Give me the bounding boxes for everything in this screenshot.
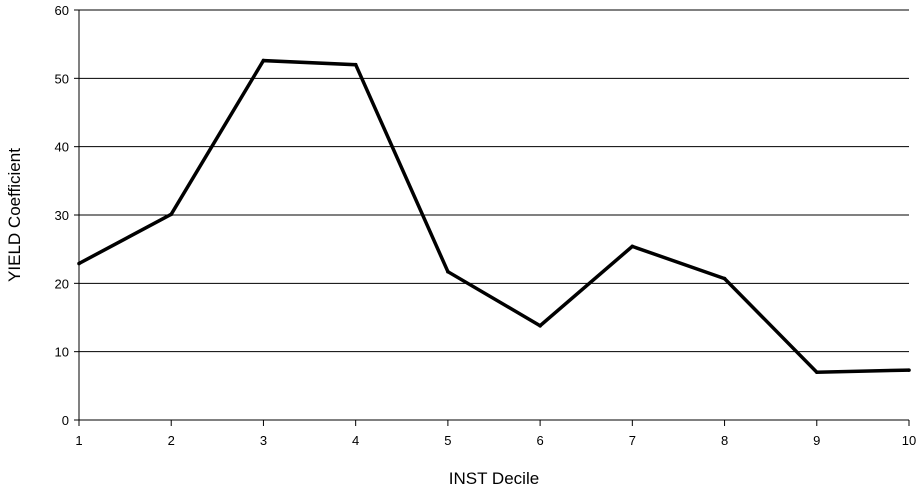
x-tick-label: 6	[536, 433, 543, 448]
x-tick-label: 1	[75, 433, 82, 448]
data-point	[538, 323, 542, 328]
y-tick-label: 50	[55, 71, 69, 86]
data-point	[630, 244, 635, 249]
y-axis-title: YIELD Coefficient	[5, 148, 24, 282]
data-point	[722, 276, 727, 281]
y-tick-label: 0	[62, 413, 69, 428]
data-point	[446, 269, 450, 274]
x-tick-label: 4	[352, 433, 359, 448]
x-tick-label: 3	[260, 433, 267, 448]
series-layer	[77, 58, 911, 374]
y-tick-label: 30	[55, 208, 69, 223]
gridlines	[79, 9, 909, 353]
x-tick-label: 8	[721, 433, 728, 448]
series-line	[78, 58, 910, 374]
axes	[74, 9, 910, 426]
data-point	[261, 58, 266, 63]
data-point	[77, 261, 81, 266]
data-point	[907, 368, 911, 372]
x-axis-title: INST Decile	[449, 469, 539, 488]
data-point	[814, 370, 819, 374]
x-tick-label: 5	[444, 433, 451, 448]
x-tick-label: 9	[813, 433, 820, 448]
y-tick-label: 40	[55, 140, 69, 155]
x-tick-label: 7	[629, 433, 636, 448]
x-tick-label: 2	[168, 433, 175, 448]
y-tick-label: 60	[55, 3, 69, 18]
data-point	[353, 62, 358, 67]
y-tick-label: 20	[55, 276, 69, 291]
data-point	[169, 212, 174, 217]
tick-labels: 0 10 20 30 40 50 60 1 2 3 4 5 6 7 8 9 10	[55, 3, 916, 448]
x-tick-label: 10	[902, 433, 916, 448]
y-tick-label: 10	[55, 345, 69, 360]
